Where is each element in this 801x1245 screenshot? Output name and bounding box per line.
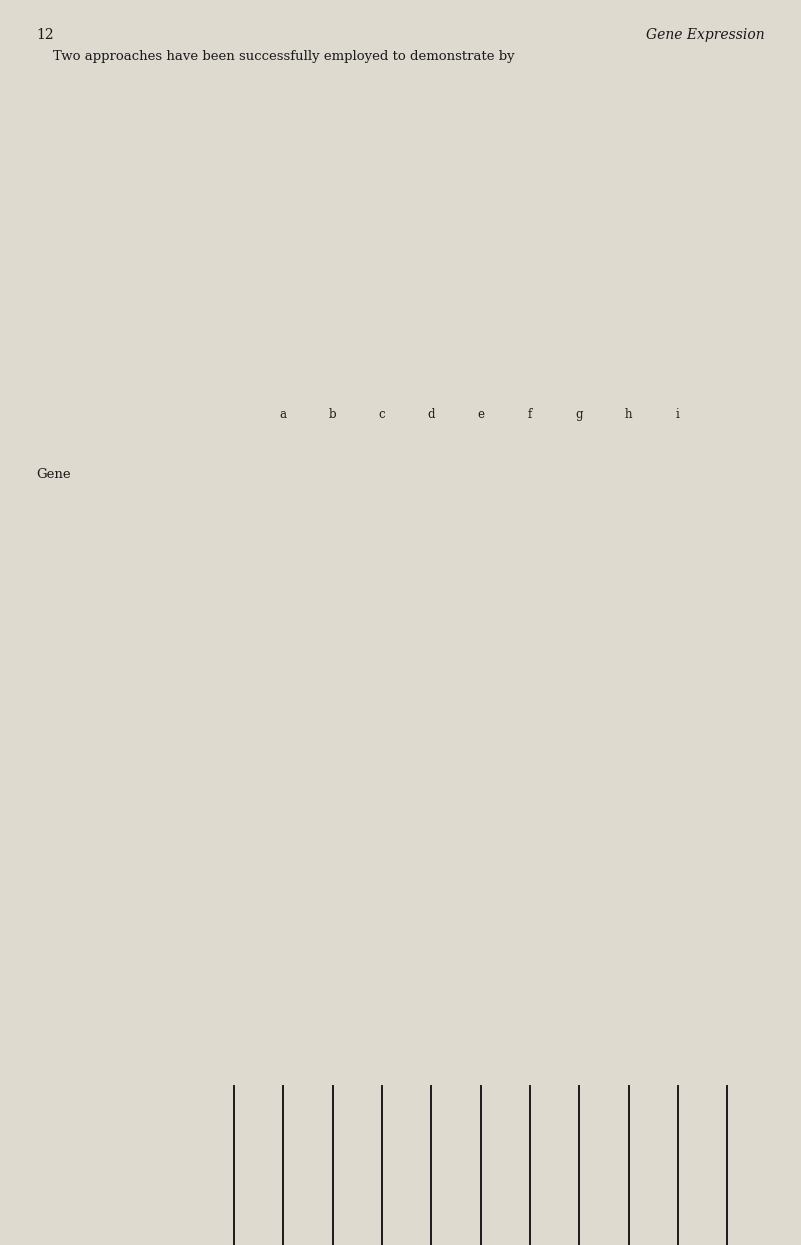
Text: g: g (576, 408, 583, 421)
Text: h: h (625, 408, 632, 421)
Text: d: d (428, 408, 435, 421)
Text: f: f (528, 408, 532, 421)
Text: a: a (280, 408, 287, 421)
Text: e: e (477, 408, 484, 421)
Text: c: c (379, 408, 385, 421)
Text: Two approaches have been successfully employed to demonstrate by: Two approaches have been successfully em… (36, 50, 515, 63)
Text: 12: 12 (36, 27, 54, 42)
Text: b: b (328, 408, 336, 421)
Text: i: i (676, 408, 680, 421)
Text: Gene: Gene (36, 468, 70, 481)
Text: Gene Expression: Gene Expression (646, 27, 765, 42)
